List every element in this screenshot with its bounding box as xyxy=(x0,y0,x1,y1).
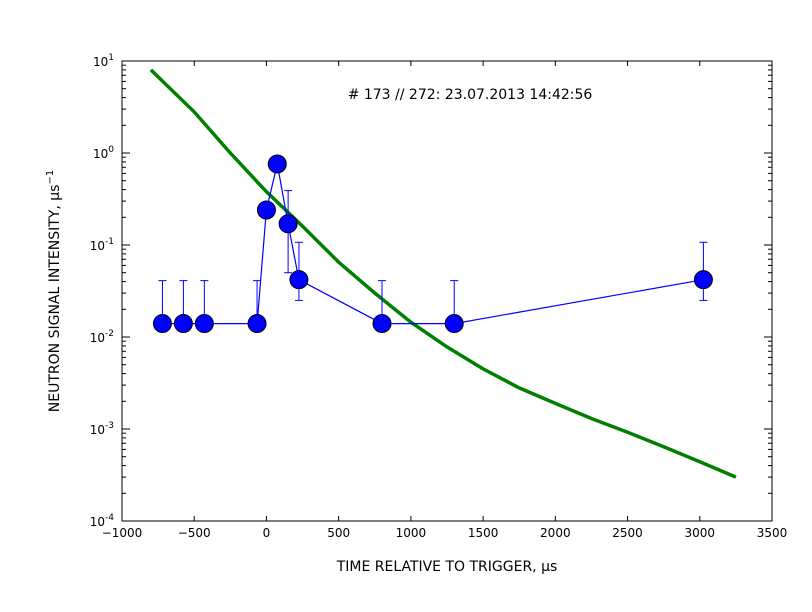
data-series-line xyxy=(162,163,704,325)
data-point xyxy=(173,314,193,334)
y-tick-label: 101 xyxy=(93,53,114,69)
x-tick-label: −500 xyxy=(178,526,211,540)
y-axis-label-exponent: −1 xyxy=(45,170,56,185)
y-tick-label: 10-1 xyxy=(90,237,114,253)
fit-curve-layer xyxy=(149,68,737,479)
data-point xyxy=(372,314,392,334)
data-point xyxy=(693,270,713,290)
y-tick-label: 10-4 xyxy=(90,513,115,529)
x-tick-label: 2000 xyxy=(540,526,571,540)
plot-frame xyxy=(121,60,773,522)
y-tick-label: 100 xyxy=(93,145,114,161)
x-tick-label: 1000 xyxy=(396,526,427,540)
fit-curve-line xyxy=(149,68,737,479)
x-axis-label: TIME RELATIVE TO TRIGGER, μs xyxy=(336,559,558,575)
ticks-layer: −1000 −500 0 500 1000 1500 2000 2500 3000 3500 101… xyxy=(90,53,788,540)
y-axis-label-text: NEUTRON SIGNAL INTENSITY, μs xyxy=(47,185,63,413)
x-tick-label: 1500 xyxy=(468,526,499,540)
x-tick-label: 500 xyxy=(327,526,350,540)
x-tick-label: 3500 xyxy=(757,526,788,540)
data-point xyxy=(152,314,172,334)
data-point xyxy=(289,270,309,290)
data-point xyxy=(278,214,298,234)
data-point xyxy=(247,314,267,334)
data-point xyxy=(444,314,464,334)
chart-annotation: # 173 // 272: 23.07.2013 14:42:56 xyxy=(348,87,593,103)
y-axis-label: NEUTRON SIGNAL INTENSITY, μs−1 xyxy=(45,170,63,412)
x-tick-label: 0 xyxy=(263,526,271,540)
x-tick-label: 3000 xyxy=(685,526,716,540)
data-point xyxy=(256,200,276,220)
data-series-layer xyxy=(152,154,713,334)
data-point xyxy=(194,314,214,334)
x-tick-label: 2500 xyxy=(612,526,643,540)
y-tick-label: 10-2 xyxy=(90,329,114,345)
y-tick-label: 10-3 xyxy=(90,421,114,437)
x-tick-label: −1000 xyxy=(102,526,143,540)
data-point xyxy=(267,154,287,174)
